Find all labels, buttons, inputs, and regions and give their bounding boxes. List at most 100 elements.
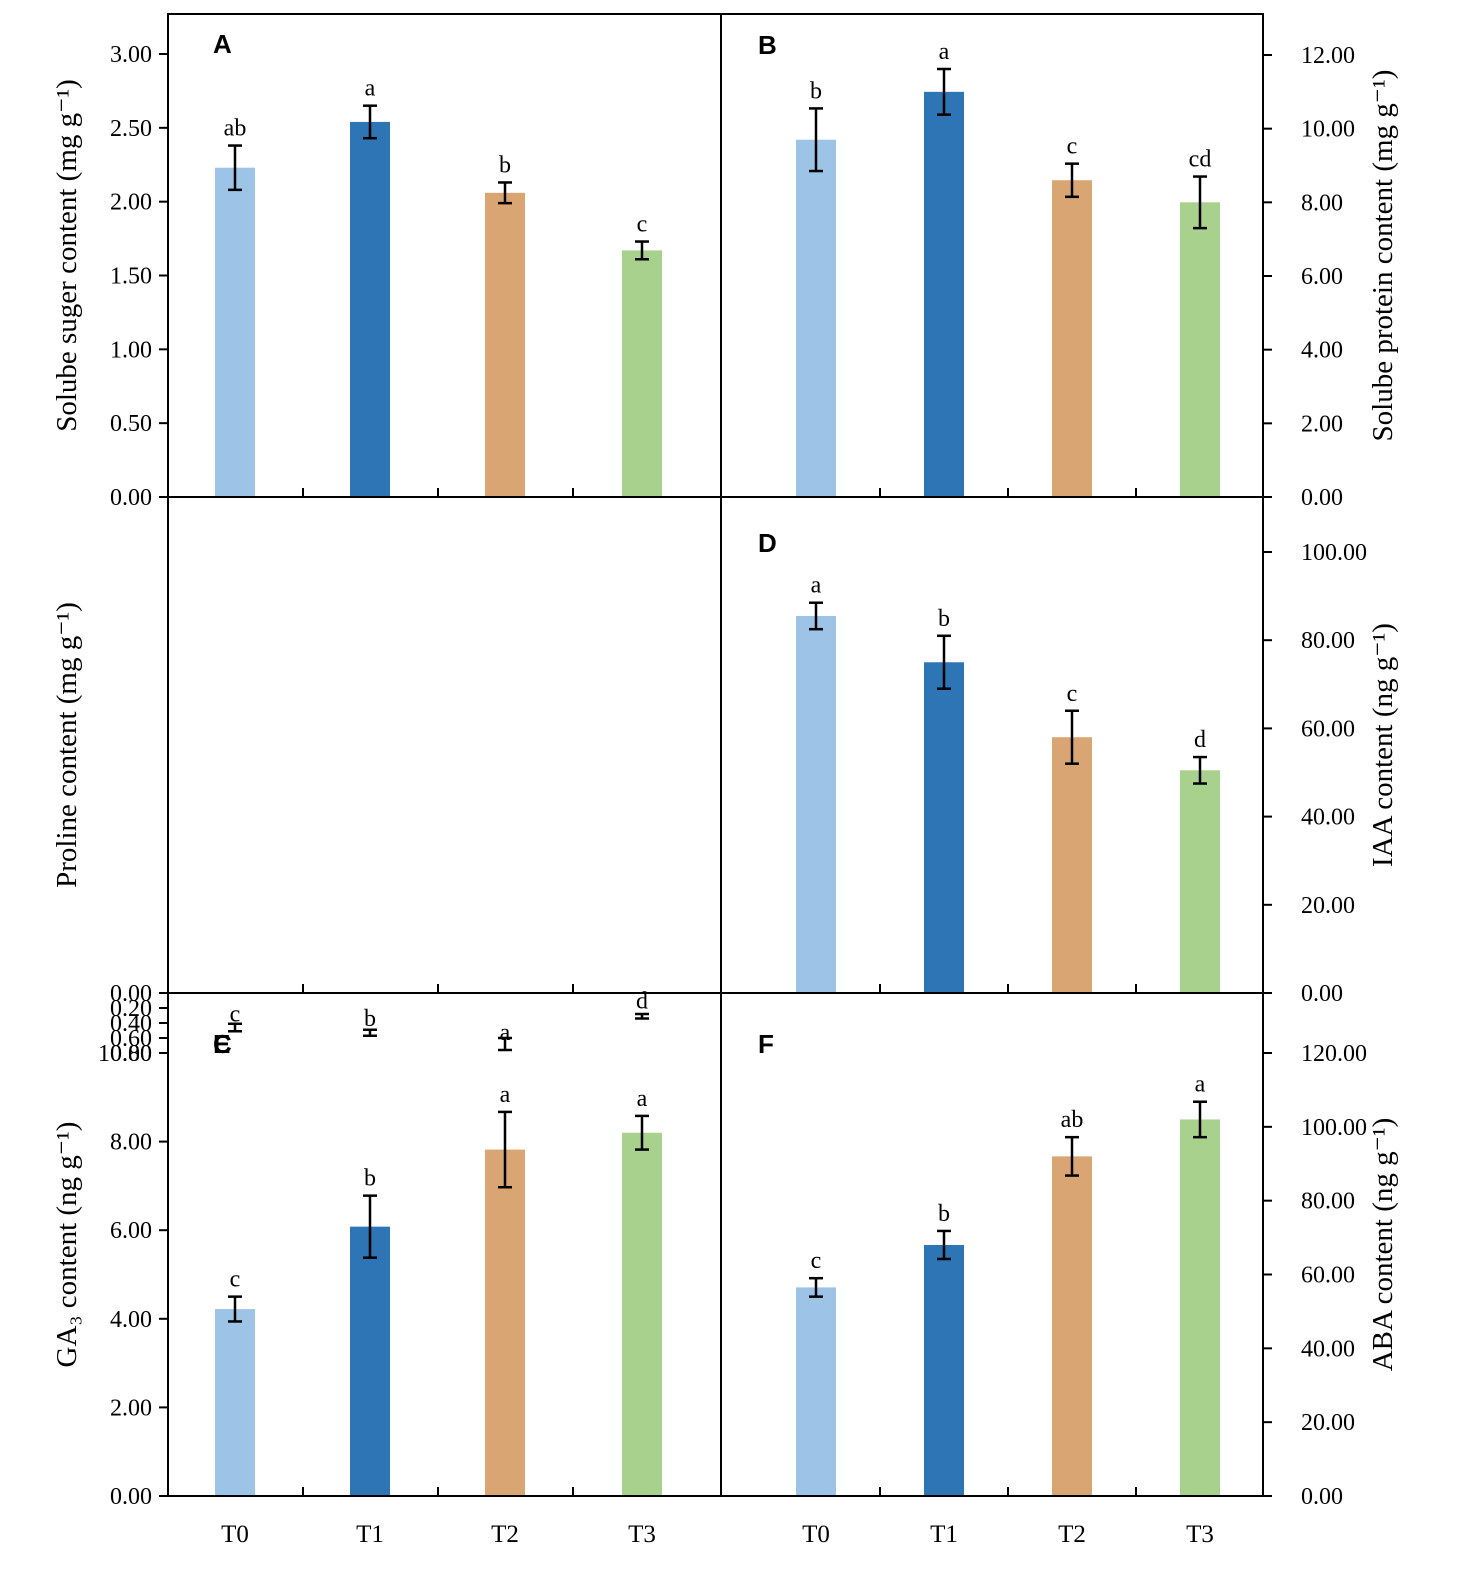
bars-layer bbox=[215, 67, 1220, 1496]
bar-d-t2 bbox=[1052, 737, 1092, 993]
y-tick-label-b: 12.00 bbox=[1301, 43, 1355, 69]
y-tick-label-a: 0.50 bbox=[110, 411, 152, 437]
error-bar-c-t0 bbox=[228, 1022, 242, 1033]
error-bar-c-t2 bbox=[498, 1036, 512, 1052]
bar-d-t3 bbox=[1180, 770, 1220, 993]
error-bar-b-t0 bbox=[809, 107, 823, 173]
panel-label-e: E bbox=[213, 1029, 230, 1059]
significance-label-e-t0: c bbox=[230, 1267, 241, 1293]
y-tick-label-e: 2.00 bbox=[110, 1395, 152, 1421]
bar-b-t0 bbox=[796, 139, 836, 497]
bar-f-t3 bbox=[1180, 1119, 1220, 1496]
y-tick-label-b: 6.00 bbox=[1301, 264, 1343, 290]
y-tick-label-f: 0.00 bbox=[1301, 1484, 1343, 1510]
error-bar-c-t3 bbox=[635, 1012, 649, 1020]
error-bar-f-t3 bbox=[1193, 1100, 1207, 1139]
y-tick-label-a: 0.00 bbox=[110, 485, 152, 511]
panel-label-f: F bbox=[758, 1029, 774, 1059]
x-category-label-t2: T2 bbox=[491, 1521, 519, 1548]
bar-d-t0 bbox=[796, 615, 836, 993]
panel-label-c: C bbox=[213, 1029, 232, 1059]
significance-label-f-t3: a bbox=[1195, 1072, 1206, 1098]
bar-f-t0 bbox=[796, 1287, 836, 1496]
y-axis-title-d: IAA content (ng g⁻¹) bbox=[1367, 623, 1399, 867]
significance-label-b-t1: a bbox=[939, 39, 950, 65]
bar-d-t1 bbox=[924, 662, 964, 993]
y-tick-label-b: 10.00 bbox=[1301, 117, 1355, 143]
y-tick-label-a: 2.50 bbox=[110, 116, 152, 142]
error-bar-a-t0 bbox=[228, 144, 242, 192]
figure-frame bbox=[167, 13, 1264, 1497]
error-bar-e-t3 bbox=[635, 1114, 649, 1151]
error-bar-e-t2 bbox=[498, 1110, 512, 1189]
significance-label-b-t3: cd bbox=[1189, 147, 1212, 173]
error-bar-a-t2 bbox=[498, 181, 512, 205]
significance-label-c-t3: d bbox=[636, 989, 648, 1015]
y-tick-label-f: 80.00 bbox=[1301, 1189, 1355, 1215]
error-bar-d-t1 bbox=[937, 634, 951, 690]
significance-label-d-t0: a bbox=[811, 573, 822, 599]
x-category-label-t3: T3 bbox=[628, 1521, 656, 1548]
significance-label-a-t1: a bbox=[365, 76, 376, 102]
y-tick-label-e: 4.00 bbox=[110, 1307, 152, 1333]
y-tick-label-e: 8.00 bbox=[110, 1130, 152, 1156]
y-tick-label-b: 4.00 bbox=[1301, 338, 1343, 364]
y-axis-title-f: ABA content (ng g⁻¹) bbox=[1367, 1118, 1399, 1372]
bar-a-t0 bbox=[215, 167, 255, 497]
error-bar-f-t2 bbox=[1065, 1135, 1079, 1177]
y-tick-label-b: 2.00 bbox=[1301, 411, 1343, 437]
error-bar-d-t0 bbox=[809, 601, 823, 631]
significance-label-f-t1: b bbox=[938, 1201, 950, 1227]
y-tick-label-a: 1.00 bbox=[110, 337, 152, 363]
x-category-label-t1: T1 bbox=[356, 1521, 384, 1548]
significance-label-d-t3: d bbox=[1194, 727, 1206, 753]
y-tick-label-c: 0.00 bbox=[110, 981, 152, 1007]
y-tick-label-c: 0.20 bbox=[110, 996, 152, 1022]
y-tick-label-f: 60.00 bbox=[1301, 1263, 1355, 1289]
x-category-label-t2: T2 bbox=[1058, 1521, 1086, 1548]
significance-label-d-t1: b bbox=[938, 606, 950, 632]
error-bar-a-t3 bbox=[635, 240, 649, 261]
y-axis-title-c: Proline content (mg g⁻¹) bbox=[51, 602, 83, 888]
y-tick-label-d: 40.00 bbox=[1301, 805, 1355, 831]
error-bar-f-t0 bbox=[809, 1276, 823, 1298]
x-category-label-t3: T3 bbox=[1186, 1521, 1214, 1548]
y-tick-label-a: 1.50 bbox=[110, 264, 152, 290]
bar-b-t3 bbox=[1180, 202, 1220, 498]
significance-label-a-t2: b bbox=[499, 152, 511, 178]
bar-a-t1 bbox=[350, 121, 390, 497]
bar-e-t1 bbox=[350, 1226, 390, 1496]
y-tick-label-e: 6.00 bbox=[110, 1218, 152, 1244]
significance-label-a-t0: ab bbox=[224, 116, 247, 142]
y-tick-label-f: 120.00 bbox=[1301, 1041, 1367, 1067]
error-bar-a-t1 bbox=[363, 104, 377, 140]
y-tick-label-c: 0.80 bbox=[110, 1041, 152, 1067]
x-category-label-t0: T0 bbox=[221, 1521, 249, 1548]
bar-e-t3 bbox=[622, 1132, 662, 1496]
y-tick-label-b: 0.00 bbox=[1301, 485, 1343, 511]
error-bar-c-t1 bbox=[363, 1028, 377, 1037]
panel-label-b: B bbox=[758, 30, 777, 60]
significance-label-e-t3: a bbox=[637, 1086, 648, 1112]
y-tick-label-f: 40.00 bbox=[1301, 1336, 1355, 1362]
error-bar-b-t2 bbox=[1065, 162, 1079, 199]
y-tick-label-f: 100.00 bbox=[1301, 1115, 1367, 1141]
x-category-label-t0: T0 bbox=[802, 1521, 830, 1548]
error-bar-e-t0 bbox=[228, 1295, 242, 1323]
bar-b-t2 bbox=[1052, 180, 1092, 497]
significance-label-f-t2: ab bbox=[1061, 1107, 1084, 1133]
significance-label-c-t2: a bbox=[500, 1020, 511, 1046]
y-tick-label-d: 0.00 bbox=[1301, 981, 1343, 1007]
bar-b-t1 bbox=[924, 91, 964, 497]
y-tick-label-e: 10.00 bbox=[98, 1041, 152, 1067]
bar-e-t2 bbox=[485, 1149, 525, 1496]
y-tick-label-b: 8.00 bbox=[1301, 190, 1343, 216]
y-axis-title-b: Solube protein content (mg g⁻¹) bbox=[1367, 70, 1399, 442]
y-tick-label-a: 3.00 bbox=[110, 42, 152, 68]
panel-label-a: A bbox=[213, 29, 232, 59]
error-bar-b-t1 bbox=[937, 67, 951, 116]
significance-label-c-t0: c bbox=[230, 1001, 241, 1027]
y-tick-label-d: 60.00 bbox=[1301, 716, 1355, 742]
